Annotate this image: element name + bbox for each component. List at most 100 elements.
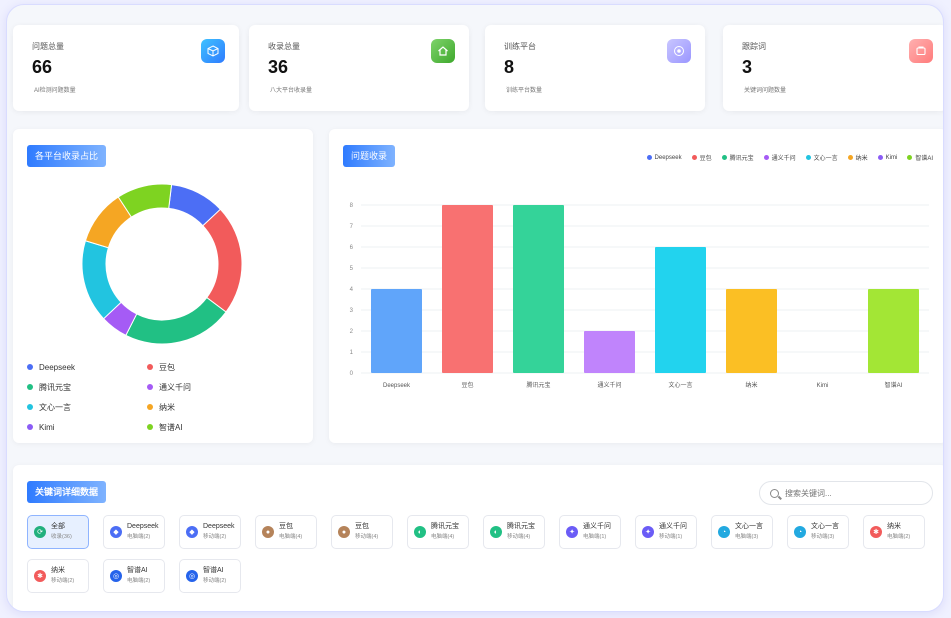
chip-wenxin-mobile[interactable]: ◔ 文心一言 移动端(3) bbox=[787, 515, 849, 549]
legend-item-deepseek[interactable]: Deepseek bbox=[646, 153, 682, 162]
bar-chart: 0 1 2 3 4 5 6 7 8 Deepseek 豆包 腾讯元宝 通义千问 文心一言 纳米 Kimi 智谱A… bbox=[350, 203, 929, 389]
legend-item-doubao[interactable]: 豆包 bbox=[147, 357, 267, 377]
chip-wenxin-pc[interactable]: ◔ 文心一言电脑端(3) bbox=[711, 515, 773, 549]
legend-item-yuanbao[interactable]: 腾讯元宝 bbox=[721, 153, 754, 162]
keywords-title: 关键词详细数据 bbox=[27, 481, 107, 503]
chip-sub: 电脑端(2) bbox=[887, 534, 911, 540]
chip-nami-pc[interactable]: ✱ 纳米 电脑端(2) bbox=[863, 515, 925, 549]
bar-panel bbox=[329, 129, 943, 443]
legend-item-tongyi[interactable]: 通义千问 bbox=[763, 153, 796, 162]
chip-doubao-mobile[interactable]: ● 豆包 移动端(4) bbox=[331, 515, 393, 549]
wenxin-icon: ◔ bbox=[718, 526, 730, 538]
donut-slice-文心一言[interactable] bbox=[81, 240, 122, 320]
bar-智谱AI[interactable] bbox=[868, 289, 919, 373]
chip-name: 通义千问 bbox=[583, 523, 611, 530]
all-icon: ⟳ bbox=[34, 526, 46, 538]
chip-sub: 电脑端(4) bbox=[431, 534, 455, 540]
chip-yuanbao-mobile[interactable]: ◐ 腾讯元宝 移动端(4) bbox=[483, 515, 545, 549]
chip-name: 腾讯元宝 bbox=[431, 523, 459, 530]
legend-dot bbox=[805, 155, 811, 160]
legend-dot bbox=[147, 384, 153, 390]
legend-label: 文心一言 bbox=[39, 402, 71, 412]
bar-通义千问[interactable] bbox=[584, 331, 635, 373]
x-tick-label: 智谱AI bbox=[885, 381, 903, 389]
legend-item-deepseek[interactable]: Deepseek bbox=[27, 357, 147, 377]
chip-zhipu-pc[interactable]: ◎ 智谱AI 电脑端(2) bbox=[103, 559, 165, 593]
stat-value: 36 bbox=[268, 57, 289, 77]
chip-sub: 移动端(1) bbox=[659, 534, 683, 540]
y-tick-label: 1 bbox=[350, 350, 354, 356]
legend-dot bbox=[27, 364, 33, 370]
legend-label: 腾讯元宝 bbox=[729, 156, 754, 162]
chip-nami-mobile[interactable]: ✱ 纳米 移动端(2) bbox=[27, 559, 89, 593]
chip-doubao-pc[interactable]: ● 豆包 电脑端(4) bbox=[255, 515, 317, 549]
stat-value: 8 bbox=[504, 57, 515, 77]
y-tick-label: 6 bbox=[350, 245, 354, 251]
legend-item-wenxin[interactable]: 文心一言 bbox=[805, 153, 838, 162]
legend-dot bbox=[907, 155, 913, 160]
legend-item-nami[interactable]: 纳米 bbox=[147, 397, 267, 417]
chip-tongyi-mobile[interactable]: ✦ 通义千问移动端(1) bbox=[635, 515, 697, 549]
legend-item-kimi[interactable]: Kimi bbox=[27, 417, 147, 437]
legend-dot bbox=[691, 155, 697, 160]
chip-sub: 移动端(4) bbox=[507, 534, 531, 540]
search-box[interactable] bbox=[759, 481, 933, 505]
donut-slice-智谱AI[interactable] bbox=[117, 183, 173, 218]
chip-sub: 电脑端(3) bbox=[735, 534, 759, 540]
legend-dot bbox=[847, 155, 853, 160]
donut-slice-豆包[interactable] bbox=[202, 208, 243, 313]
chip-name: 文心一言 bbox=[811, 523, 839, 530]
wenxin-icon: ◔ bbox=[794, 526, 806, 538]
bar-纳米[interactable] bbox=[726, 289, 777, 373]
deepseek-icon: ◆ bbox=[186, 526, 198, 538]
legend-label: 文心一言 bbox=[813, 156, 838, 162]
legend-dot bbox=[721, 155, 727, 160]
chip-zhipu-mobile[interactable]: ◎ 智谱AI 移动端(2) bbox=[179, 559, 241, 593]
chip-deepseek-mobile[interactable]: ◆ Deepseek 移动端(2) bbox=[179, 515, 241, 549]
nami-icon: ✱ bbox=[870, 526, 882, 538]
bar-豆包[interactable] bbox=[442, 205, 493, 373]
legend-label: 通义千问 bbox=[159, 382, 191, 392]
chip-sub: 收录(36) bbox=[51, 534, 72, 540]
legend-dot bbox=[27, 384, 33, 390]
legend-item-zhipu[interactable]: 智谱AI bbox=[147, 417, 267, 437]
legend-label: 智谱AI bbox=[159, 422, 183, 432]
chip-name: 文心一言 bbox=[735, 523, 763, 530]
chip-yuanbao-pc[interactable]: ◐ 腾讯元宝 电脑端(4) bbox=[407, 515, 469, 549]
legend-item-zhipu[interactable]: 智谱AI bbox=[907, 153, 933, 162]
x-tick-label: 纳米 bbox=[745, 381, 757, 389]
chip-name: 通义千问 bbox=[659, 523, 687, 530]
legend-label: 智谱AI bbox=[915, 156, 933, 162]
legend-dot bbox=[147, 404, 153, 410]
stat-card-questions: 问题总量 66 AI检测问题数量 bbox=[13, 25, 239, 111]
deepseek-icon: ◆ bbox=[110, 526, 122, 538]
chip-all[interactable]: ⟳ 全部 收录(36) bbox=[27, 515, 89, 549]
x-tick-label: 腾讯元宝 bbox=[526, 381, 550, 389]
chip-sub: 电脑端(4) bbox=[279, 534, 303, 540]
legend-item-tongyi[interactable]: 通义千问 bbox=[147, 377, 267, 397]
legend-label: 腾讯元宝 bbox=[39, 382, 71, 392]
x-tick-label: 文心一言 bbox=[668, 381, 692, 389]
legend-item-kimi[interactable]: Kimi bbox=[877, 153, 897, 162]
search-icon bbox=[770, 488, 779, 498]
y-tick-label: 7 bbox=[350, 224, 354, 230]
bar-腾讯元宝[interactable] bbox=[513, 205, 564, 373]
donut-slice-腾讯元宝[interactable] bbox=[125, 296, 227, 345]
bar-Deepseek[interactable] bbox=[371, 289, 422, 373]
stat-card-keywords: 跟踪词 3 关键词问题数量 bbox=[723, 25, 943, 111]
chip-sub: 移动端(4) bbox=[355, 534, 379, 540]
x-tick-label: Kimi bbox=[817, 383, 829, 389]
search-input[interactable] bbox=[785, 488, 925, 498]
chip-deepseek-pc[interactable]: ◆ Deepseek 电脑端(2) bbox=[103, 515, 165, 549]
legend-item-yuanbao[interactable]: 腾讯元宝 bbox=[27, 377, 147, 397]
y-tick-label: 4 bbox=[350, 287, 354, 293]
stat-sub: 训练平台数量 bbox=[506, 88, 543, 94]
legend-item-doubao[interactable]: 豆包 bbox=[691, 153, 712, 162]
tongyi-icon: ✦ bbox=[642, 526, 654, 538]
chip-tongyi-pc[interactable]: ✦ 通义千问 电脑端(1) bbox=[559, 515, 621, 549]
pie-legend: Deepseek 豆包 腾讯元宝 通义千问 文心一言 纳米 Kimi 智谱AI bbox=[27, 357, 267, 437]
legend-label: 纳米 bbox=[855, 156, 868, 162]
legend-item-nami[interactable]: 纳米 bbox=[847, 153, 868, 162]
legend-item-wenxin[interactable]: 文心一言 bbox=[27, 397, 147, 417]
bar-文心一言[interactable] bbox=[655, 247, 706, 373]
